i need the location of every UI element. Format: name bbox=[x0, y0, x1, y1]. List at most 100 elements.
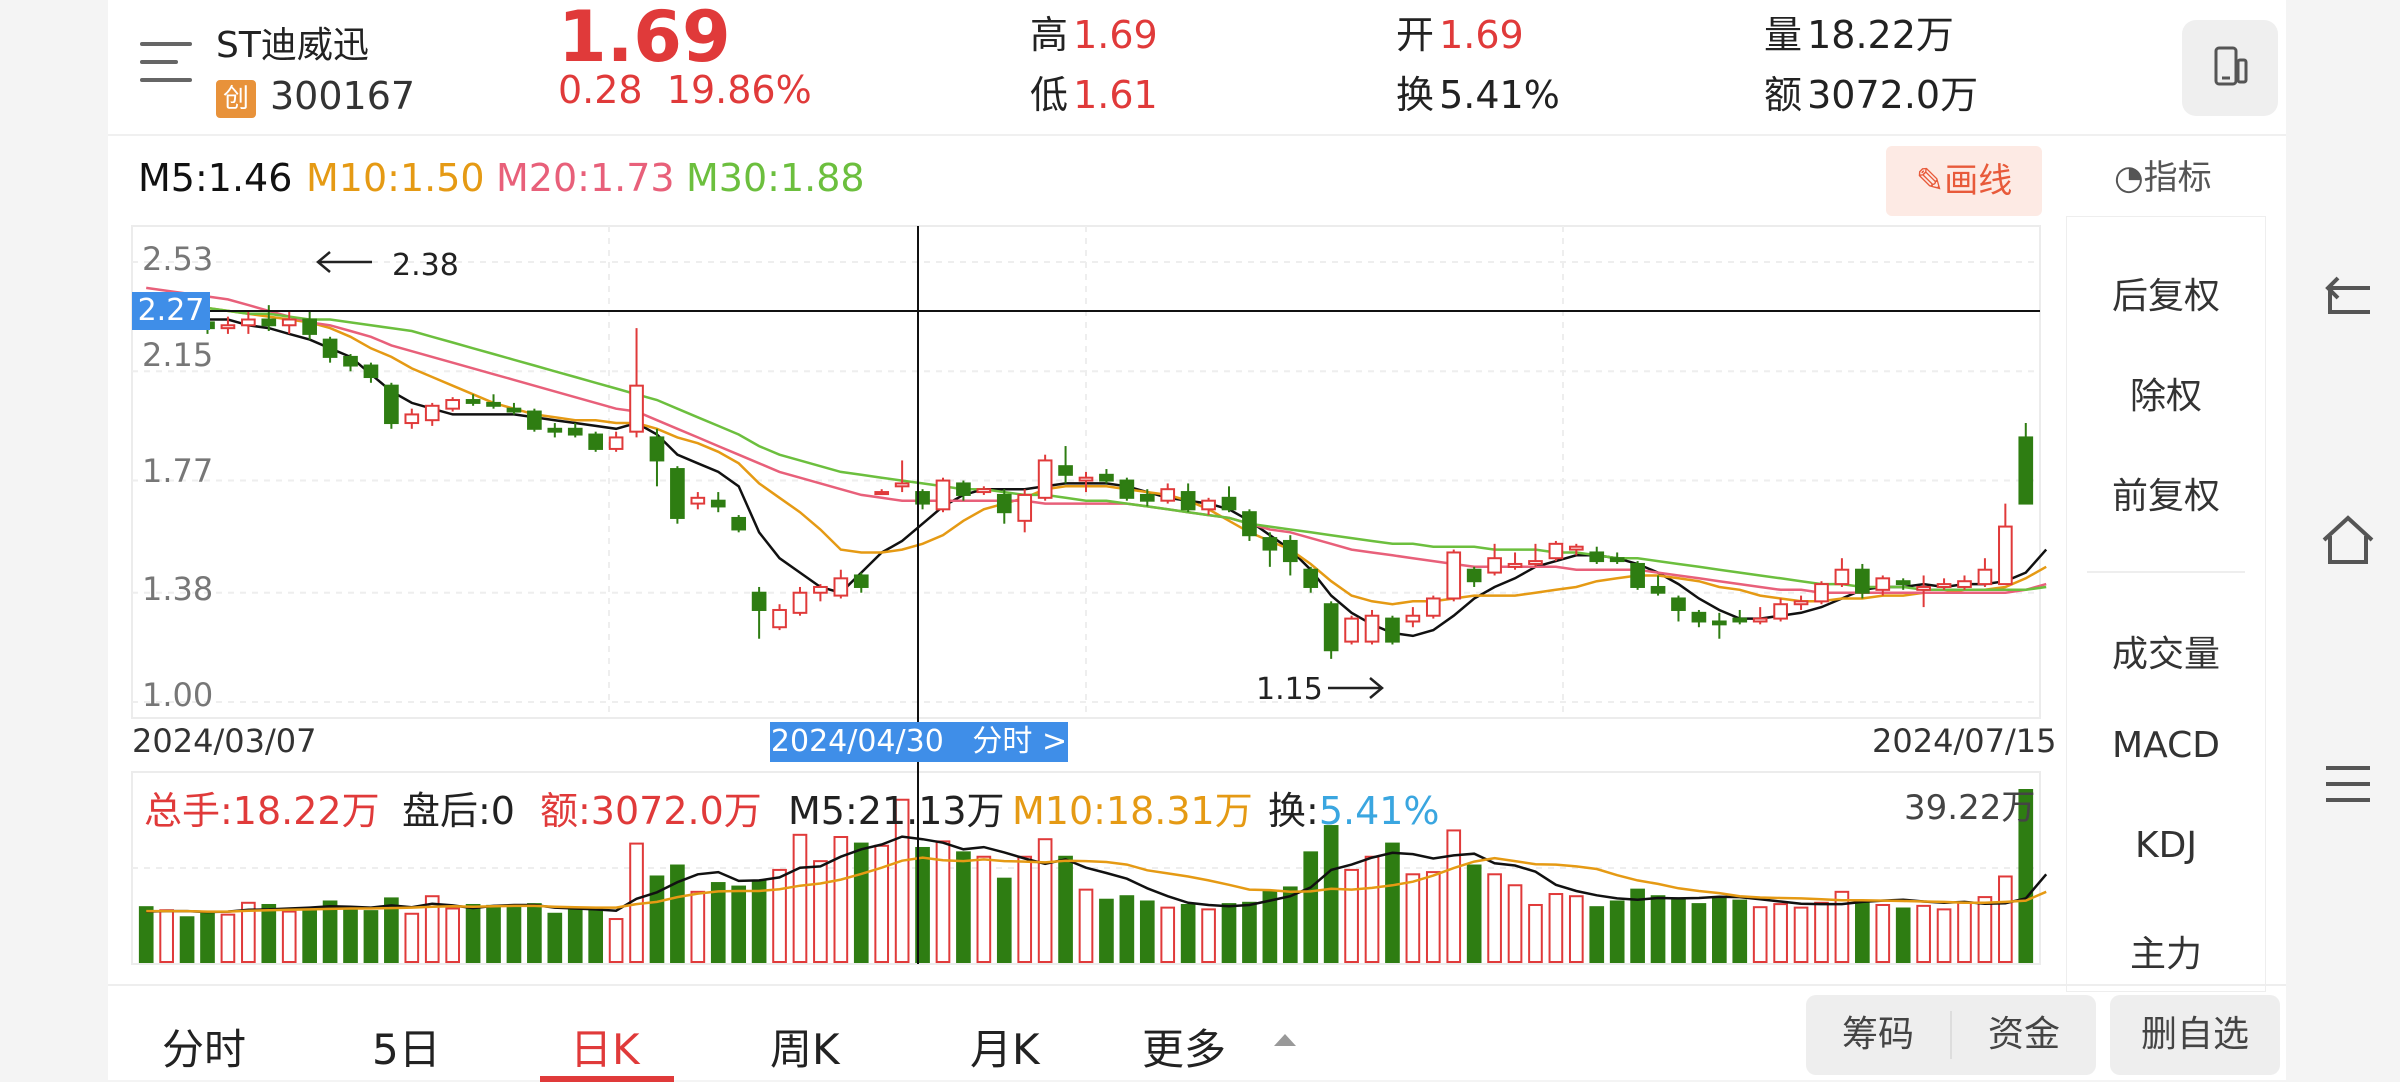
candle-body bbox=[1078, 476, 1094, 482]
candle-body bbox=[241, 318, 256, 327]
candle-body bbox=[322, 338, 338, 358]
device-switch-button[interactable] bbox=[2182, 20, 2278, 116]
menu-icon[interactable] bbox=[140, 42, 192, 86]
candle-body bbox=[1936, 583, 1952, 588]
volume-m5: M5:21.13万 bbox=[788, 789, 1005, 833]
amount-label: 额 bbox=[1764, 73, 1803, 117]
high-value: 1.69 bbox=[1073, 13, 1158, 57]
volume-bar bbox=[241, 901, 256, 964]
volume-bar bbox=[1855, 901, 1870, 964]
candle bbox=[1732, 609, 1748, 625]
chips-button[interactable]: 筹码 bbox=[1841, 1014, 1914, 1055]
candle bbox=[1773, 598, 1788, 622]
volume-bar bbox=[1058, 855, 1073, 963]
home-icon[interactable] bbox=[2318, 510, 2378, 570]
candle-body bbox=[1916, 585, 1931, 591]
candle-body bbox=[1650, 585, 1666, 594]
indicator-kdj[interactable]: KDJ bbox=[2135, 825, 2197, 866]
volume-bar bbox=[1834, 890, 1850, 964]
candle-body bbox=[363, 364, 379, 379]
candle bbox=[1323, 601, 1339, 659]
candle bbox=[547, 423, 563, 438]
candle bbox=[220, 316, 236, 334]
volume-bar bbox=[1548, 893, 1564, 963]
candle bbox=[281, 310, 297, 334]
candle-body bbox=[465, 399, 481, 404]
high-label: 高 bbox=[1030, 13, 1069, 57]
tab-monthly-k[interactable]: 月K bbox=[970, 1025, 1040, 1074]
recents-icon[interactable] bbox=[2318, 754, 2378, 814]
candle bbox=[833, 569, 849, 599]
low-value: 1.61 bbox=[1073, 73, 1158, 117]
volume-ma-lines bbox=[146, 835, 2048, 914]
indicator-button[interactable]: ◔指标 bbox=[2114, 150, 2212, 199]
candle bbox=[1793, 595, 1809, 610]
tab-intraday[interactable]: 分时 bbox=[162, 1025, 247, 1074]
volume-bar bbox=[486, 904, 501, 963]
volume-bar bbox=[1568, 895, 1584, 963]
volume-bar bbox=[1282, 886, 1298, 964]
volume-bar bbox=[1712, 896, 1727, 964]
candle bbox=[588, 431, 604, 452]
change-value: 0.28 bbox=[558, 68, 643, 112]
volume-bar bbox=[1875, 903, 1891, 964]
funds-button[interactable]: 资金 bbox=[1987, 1014, 2060, 1055]
candle bbox=[486, 394, 501, 409]
volume-bar bbox=[1916, 904, 1931, 963]
candle bbox=[1895, 578, 1911, 590]
volume-m10: M10:18.31万 bbox=[1012, 789, 1253, 833]
candle-body bbox=[1425, 597, 1441, 617]
volume-bar bbox=[506, 905, 522, 964]
candle bbox=[1916, 575, 1931, 608]
volume-bar bbox=[1405, 873, 1421, 964]
rights-forward-adjusted[interactable]: 前复权 bbox=[2111, 476, 2220, 517]
candle bbox=[1139, 489, 1155, 507]
volume-bar bbox=[1425, 871, 1441, 963]
tab-5day[interactable]: 5日 bbox=[372, 1025, 441, 1074]
candle-body bbox=[2018, 436, 2034, 505]
indicator-label: 指标 bbox=[2143, 158, 2212, 198]
indicator-main-force[interactable]: 主力 bbox=[2129, 934, 2202, 975]
volume-max-label: 39.22万 bbox=[1904, 788, 2036, 828]
candle bbox=[1875, 575, 1891, 596]
volume-bar bbox=[649, 875, 665, 964]
volume-bar bbox=[1160, 906, 1176, 963]
candle-body bbox=[547, 427, 563, 433]
volume-turnover-label: 换: bbox=[1268, 789, 1319, 833]
stock-code: 300167 bbox=[270, 74, 416, 118]
candle-body bbox=[1671, 597, 1686, 611]
candle bbox=[956, 480, 971, 501]
indicator-volume[interactable]: 成交量 bbox=[2111, 634, 2220, 675]
current-price: 1.69 bbox=[558, 0, 731, 78]
tab-weekly-k[interactable]: 周K bbox=[770, 1025, 840, 1074]
volume-bar bbox=[465, 903, 481, 964]
candle bbox=[1405, 607, 1421, 628]
candle bbox=[465, 394, 481, 406]
volume-bar bbox=[1303, 851, 1319, 963]
y-label-3: 1.77 bbox=[142, 452, 214, 490]
rights-ex[interactable]: 除权 bbox=[2129, 376, 2202, 417]
remove-watchlist-button[interactable]: 删自选 bbox=[2110, 995, 2280, 1075]
tab-daily-k[interactable]: 日K bbox=[570, 1025, 640, 1074]
rights-back-adjusted[interactable]: 后复权 bbox=[2111, 276, 2220, 317]
draw-line-button[interactable]: ✎画线 bbox=[1886, 146, 2042, 216]
volume-total: 总手:18.22万 bbox=[144, 789, 380, 833]
caret-up-icon[interactable] bbox=[1270, 1024, 1300, 1054]
candle-body bbox=[1773, 603, 1788, 620]
candle bbox=[1282, 535, 1298, 576]
quote-turnover: 换 5.41% bbox=[1396, 64, 1560, 119]
volume-bar bbox=[445, 907, 461, 964]
candle bbox=[424, 402, 440, 426]
candle-body bbox=[1568, 545, 1584, 551]
crosshair-date-tag[interactable]: 2024/04/30 分时 > bbox=[770, 722, 1068, 762]
volume-bar bbox=[1650, 895, 1666, 963]
candle-body bbox=[404, 413, 420, 425]
candle bbox=[915, 489, 930, 510]
volume-bar bbox=[138, 906, 154, 963]
indicator-macd[interactable]: MACD bbox=[2112, 725, 2220, 766]
intraday-link[interactable]: 分时 > bbox=[972, 724, 1068, 759]
back-icon[interactable] bbox=[2318, 268, 2378, 328]
candle-body bbox=[1262, 537, 1278, 551]
tab-more[interactable]: 更多 bbox=[1142, 1025, 1227, 1074]
